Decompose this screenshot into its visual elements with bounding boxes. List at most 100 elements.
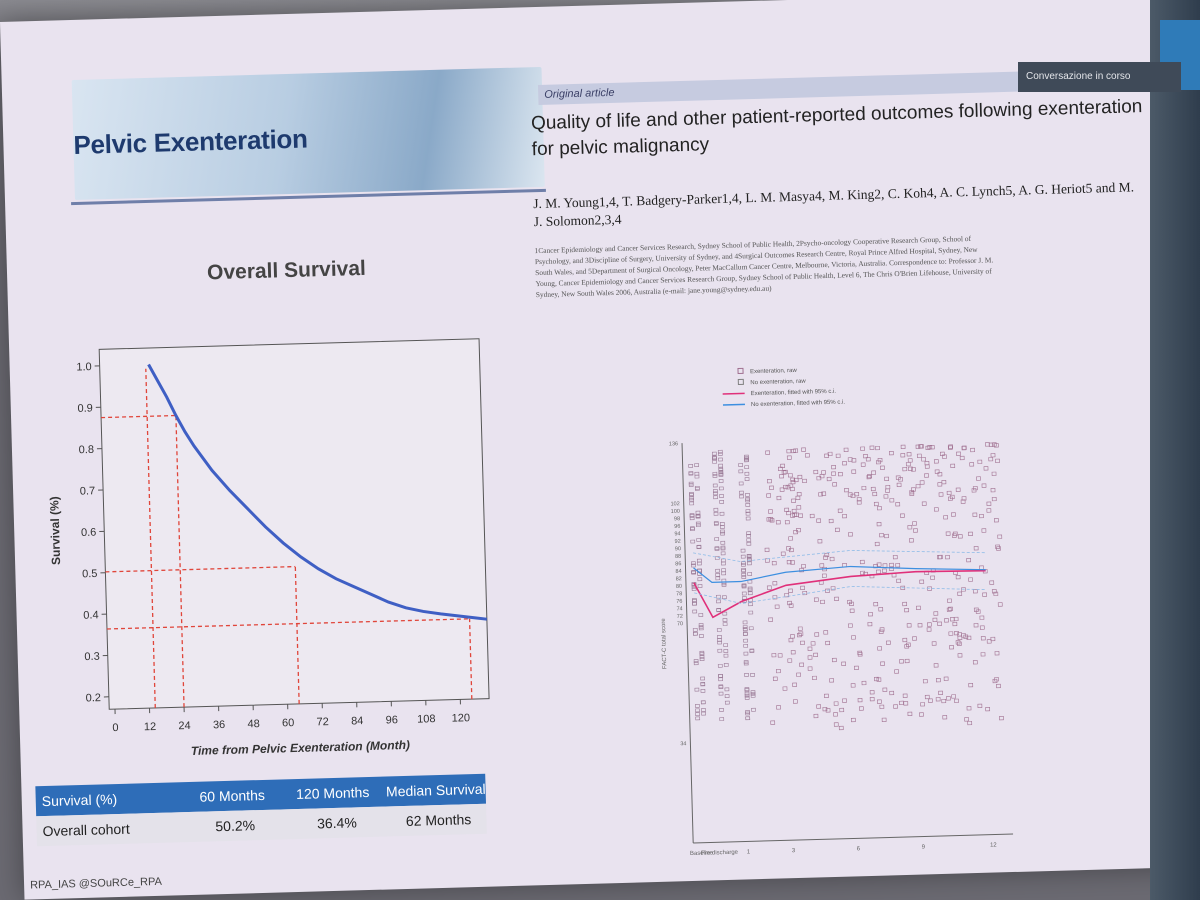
scatter-point: [928, 698, 933, 703]
scatter-point: [688, 464, 694, 468]
scatter-point: [961, 587, 966, 592]
scatter-point: [943, 515, 948, 520]
scatter-x-axis: [693, 833, 1014, 844]
scatter-point: [714, 546, 720, 551]
scatter-point: [775, 668, 781, 674]
scatter-point: [934, 469, 940, 474]
scatter-point: [746, 533, 751, 538]
scatter-point: [847, 457, 853, 462]
scatter-y-tick-label: 96: [674, 524, 680, 530]
scatter-y-tick-label: 86: [675, 561, 681, 567]
scatter-point: [920, 702, 925, 707]
km-x-tick-label: 12: [144, 721, 157, 733]
scatter-point: [831, 657, 837, 663]
scatter-point: [877, 646, 883, 651]
scatter-point: [905, 642, 911, 647]
scatter-point: [741, 584, 747, 589]
scatter-point: [877, 506, 882, 511]
scatter-point: [980, 652, 986, 657]
scatter-point: [931, 641, 937, 646]
scatter-point: [768, 617, 773, 622]
scatter-point: [915, 444, 921, 449]
scatter-point: [748, 626, 754, 631]
scatter-point: [957, 632, 962, 637]
scatter-point: [847, 492, 853, 497]
scatter-point: [694, 485, 700, 490]
scatter-point: [692, 598, 697, 602]
scatter-point: [906, 452, 912, 457]
scatter-point: [712, 483, 718, 488]
scatter-point: [867, 621, 873, 627]
scatter-point: [793, 477, 799, 483]
scatter-point: [719, 522, 725, 526]
scatter-point: [858, 706, 864, 711]
scatter-point: [885, 484, 891, 490]
scatter-point: [918, 444, 923, 449]
scatter-point: [712, 455, 717, 460]
scatter-point: [719, 717, 725, 721]
scatter-point: [945, 531, 951, 536]
scatter-point: [933, 459, 939, 464]
scatter-point: [743, 660, 749, 665]
scatter-point: [741, 567, 746, 572]
scatter-point: [886, 640, 891, 645]
scatter-y-tick-label: 76: [676, 599, 682, 605]
km-y-tick-label: 0.8: [79, 444, 95, 456]
scatter-point: [813, 597, 819, 602]
scatter-point: [790, 650, 796, 655]
scatter-point: [957, 534, 963, 539]
scatter-point: [783, 484, 788, 490]
scatter-point: [746, 541, 752, 546]
table-header-cell: 120 Months: [295, 783, 370, 803]
scatter-point: [835, 527, 840, 532]
scatter-point: [971, 488, 977, 493]
scatter-point: [884, 476, 890, 481]
scatter-point: [741, 561, 746, 566]
scatter-point: [834, 596, 839, 601]
scatter-point: [924, 473, 929, 478]
scatter-point: [717, 449, 723, 454]
km-y-tick-label: 0.7: [80, 485, 96, 497]
scatter-ci-line: [693, 550, 986, 562]
scatter-point: [993, 591, 999, 596]
scatter-point: [896, 482, 902, 487]
scatter-point: [791, 498, 796, 503]
scatter-point: [999, 716, 1004, 721]
scatter-point: [741, 575, 747, 579]
scatter-point: [720, 551, 726, 556]
scatter-point: [717, 638, 722, 642]
scatter-point: [780, 463, 785, 468]
scatter-point: [718, 463, 724, 468]
km-survival-chart: 1.0 0.9 0.8 0.7 0.6 0.5 0.4 0.3 0.2 0 12 24 36 48 60 72…: [47, 338, 490, 758]
scatter-point: [986, 639, 992, 644]
km-x-axis-label: Time from Pelvic Exenteration (Month): [191, 738, 410, 758]
scatter-point: [951, 512, 956, 517]
scatter-x-tick-label: 6: [857, 846, 861, 852]
scatter-point: [689, 491, 694, 496]
scatter-point: [850, 717, 856, 723]
scatter-y-tick-label: 88: [675, 554, 681, 560]
scatter-point: [879, 627, 885, 632]
scatter-point: [880, 661, 885, 666]
scatter-point: [979, 565, 984, 570]
scatter-point: [695, 703, 700, 708]
scatter-point: [945, 555, 950, 560]
scatter-point: [769, 485, 774, 490]
scatter-point: [801, 447, 806, 452]
scatter-point: [997, 534, 1003, 539]
scatter-point: [894, 669, 899, 674]
scatter-point: [902, 693, 908, 698]
scatter-point: [745, 516, 751, 521]
scatter-point: [774, 604, 780, 609]
scatter-point: [986, 508, 992, 513]
scatter-point: [798, 513, 804, 518]
scatter-point: [869, 445, 875, 450]
scatter-point: [745, 509, 751, 513]
scatter-point: [796, 672, 801, 677]
scatter-point: [750, 693, 756, 698]
scatter-point: [902, 466, 908, 472]
survival-chart-title: Overall Survival: [206, 256, 367, 285]
scatter-point: [738, 481, 744, 486]
scatter-point: [941, 480, 947, 485]
scatter-point: [956, 641, 962, 646]
